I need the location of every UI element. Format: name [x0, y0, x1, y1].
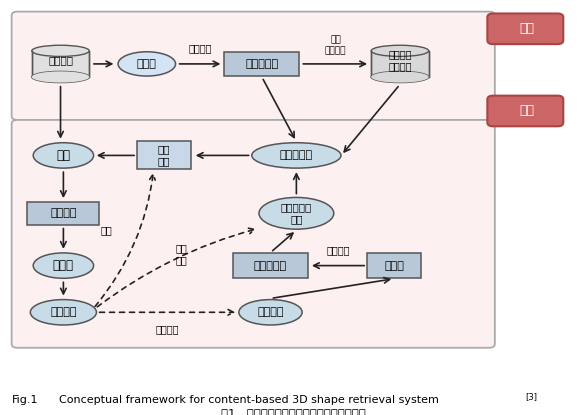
Text: 特征提取: 特征提取 [326, 245, 350, 255]
Ellipse shape [32, 71, 89, 83]
Text: 线下: 线下 [519, 22, 534, 35]
Text: 模型索引
数据结构: 模型索引 数据结构 [388, 49, 411, 71]
FancyBboxPatch shape [12, 12, 495, 120]
Text: 特征描述符: 特征描述符 [245, 59, 278, 69]
FancyBboxPatch shape [233, 254, 308, 278]
Text: 构建
模型索引: 构建 模型索引 [325, 36, 346, 55]
Text: 可视化: 可视化 [53, 259, 74, 272]
FancyBboxPatch shape [487, 95, 564, 126]
Ellipse shape [371, 45, 429, 56]
Text: 特征描述符
查询: 特征描述符 查询 [281, 202, 312, 225]
Text: 浏览: 浏览 [100, 225, 113, 235]
Text: 查询模型: 查询模型 [257, 307, 284, 317]
Text: 特征描述符: 特征描述符 [254, 261, 287, 271]
Text: [3]: [3] [525, 392, 537, 401]
Ellipse shape [33, 143, 93, 168]
Text: 提取: 提取 [56, 149, 70, 162]
Text: 特征提取: 特征提取 [188, 43, 212, 53]
Text: Fig.1: Fig.1 [12, 395, 38, 405]
Text: 图1   基于内容的三维模型检索系统概念框架: 图1 基于内容的三维模型检索系统概念框架 [221, 408, 366, 415]
Ellipse shape [259, 198, 334, 229]
Ellipse shape [239, 300, 302, 325]
Text: 模型示例: 模型示例 [156, 324, 179, 334]
FancyBboxPatch shape [487, 13, 564, 44]
Ellipse shape [118, 52, 176, 76]
Text: 线上: 线上 [519, 104, 534, 117]
Text: 检索结果: 检索结果 [50, 208, 77, 218]
Ellipse shape [371, 71, 429, 83]
FancyBboxPatch shape [32, 51, 89, 77]
Text: 查询形式: 查询形式 [50, 307, 77, 317]
Ellipse shape [31, 300, 96, 325]
Text: 预处理: 预处理 [384, 261, 404, 271]
Text: Conceptual framework for content-based 3D shape retrieval system: Conceptual framework for content-based 3… [59, 395, 438, 405]
FancyBboxPatch shape [367, 254, 421, 278]
Text: 直接
查询: 直接 查询 [176, 244, 187, 265]
Text: 预处理: 预处理 [137, 59, 157, 69]
Ellipse shape [252, 143, 341, 168]
Ellipse shape [33, 253, 93, 278]
Text: 相似度比较: 相似度比较 [280, 150, 313, 161]
Ellipse shape [32, 71, 89, 83]
Text: 模型
序号: 模型 序号 [158, 144, 170, 166]
Ellipse shape [371, 71, 429, 83]
Text: 三维模型: 三维模型 [48, 55, 73, 65]
FancyBboxPatch shape [12, 120, 495, 348]
FancyBboxPatch shape [224, 52, 299, 76]
FancyBboxPatch shape [371, 51, 429, 77]
FancyBboxPatch shape [28, 202, 99, 225]
FancyBboxPatch shape [137, 142, 191, 169]
Ellipse shape [32, 45, 89, 56]
